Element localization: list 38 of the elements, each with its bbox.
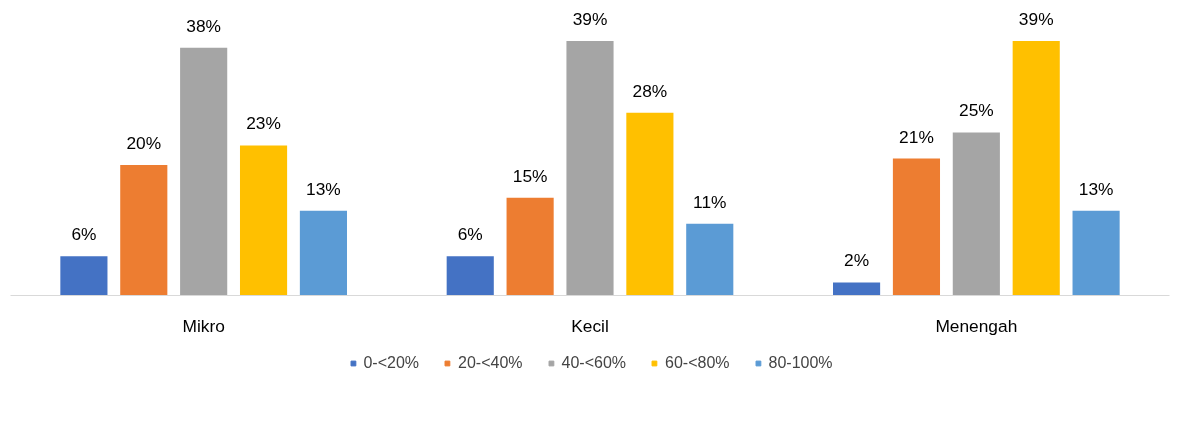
data-label: 6% bbox=[457, 224, 483, 245]
bar bbox=[952, 132, 1000, 296]
bar bbox=[180, 47, 228, 296]
data-label: 15% bbox=[512, 165, 548, 186]
data-label: 39% bbox=[1018, 9, 1054, 30]
x-tick-label: Kecil bbox=[571, 315, 609, 336]
bar bbox=[892, 158, 941, 296]
data-label: 13% bbox=[306, 178, 341, 199]
legend-label: 20-<40% bbox=[458, 354, 523, 372]
x-tick-label: Mikro bbox=[182, 315, 225, 336]
legend-label: 60-<80% bbox=[665, 354, 730, 372]
x-tick-label: Menengah bbox=[935, 315, 1018, 336]
bar bbox=[626, 112, 674, 296]
bar bbox=[506, 197, 554, 296]
data-label: 38% bbox=[186, 15, 222, 36]
data-label: 2% bbox=[844, 250, 870, 271]
data-label: 11% bbox=[693, 191, 727, 212]
data-label: 25% bbox=[958, 100, 994, 121]
legend-label: 0-<20% bbox=[363, 354, 420, 372]
bar bbox=[833, 282, 881, 296]
bar bbox=[1012, 41, 1060, 296]
bar bbox=[60, 256, 108, 296]
bar bbox=[1072, 210, 1120, 296]
data-label: 23% bbox=[246, 113, 281, 134]
bar bbox=[299, 210, 347, 296]
bar bbox=[446, 256, 494, 296]
data-label: 28% bbox=[632, 80, 668, 101]
data-label: 39% bbox=[572, 9, 608, 30]
legend-label: 40-<60% bbox=[561, 354, 627, 372]
data-label: 20% bbox=[126, 133, 162, 154]
data-label: 21% bbox=[899, 126, 934, 147]
bar bbox=[686, 223, 734, 296]
bar bbox=[120, 165, 168, 296]
bar bbox=[239, 145, 288, 296]
data-label: 13% bbox=[1078, 178, 1114, 199]
bar bbox=[566, 41, 614, 296]
legend-label: 80-100% bbox=[768, 354, 833, 372]
data-label: 6% bbox=[71, 224, 97, 245]
